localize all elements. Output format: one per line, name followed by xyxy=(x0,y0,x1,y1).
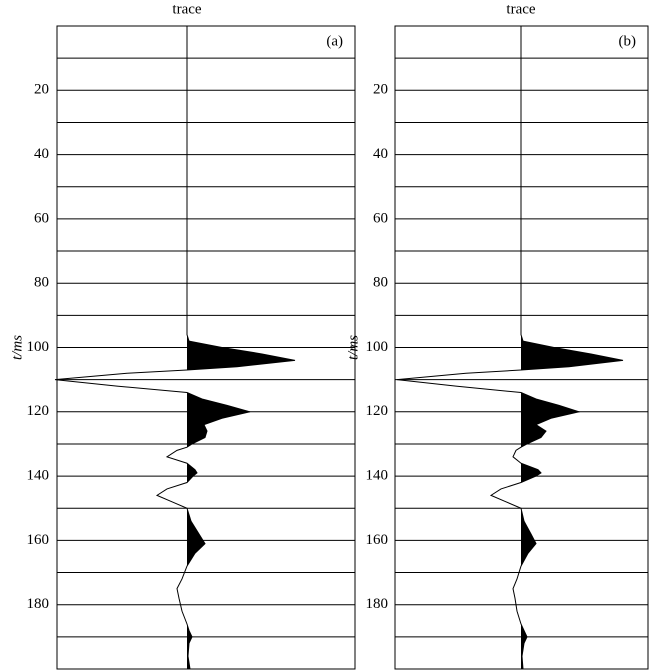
y-tick-label: 160 xyxy=(366,532,389,548)
y-tick-label: 80 xyxy=(34,275,49,291)
y-tick-label: 100 xyxy=(366,339,389,355)
y-tick-label: 180 xyxy=(27,596,50,612)
y-tick-label: 80 xyxy=(373,275,388,291)
panel-label: (b) xyxy=(619,33,637,49)
y-tick-label: 20 xyxy=(373,82,388,98)
y-axis-label: t/ms xyxy=(345,335,361,360)
panel-frame xyxy=(56,25,356,670)
y-tick-label: 60 xyxy=(373,210,388,226)
y-tick-label: 60 xyxy=(34,210,49,226)
y-tick-label: 120 xyxy=(366,403,389,419)
y-tick-label: 100 xyxy=(27,339,50,355)
panel-title: trace xyxy=(506,1,535,17)
panel-label: (a) xyxy=(326,33,343,49)
y-tick-label: 20 xyxy=(34,82,49,98)
trace-wiggle xyxy=(396,26,624,670)
y-tick-label: 140 xyxy=(366,468,389,484)
positive-fill xyxy=(521,26,623,669)
panel-title: trace xyxy=(172,1,201,17)
trace-wiggle xyxy=(54,26,296,670)
y-tick-label: 40 xyxy=(34,146,49,162)
positive-fill xyxy=(187,26,295,669)
y-tick-label: 120 xyxy=(27,403,50,419)
y-tick-label: 140 xyxy=(27,468,50,484)
y-tick-label: 180 xyxy=(366,596,389,612)
y-axis-label: t/ms xyxy=(9,335,25,360)
y-tick-label: 40 xyxy=(373,146,388,162)
y-tick-label: 160 xyxy=(27,532,50,548)
